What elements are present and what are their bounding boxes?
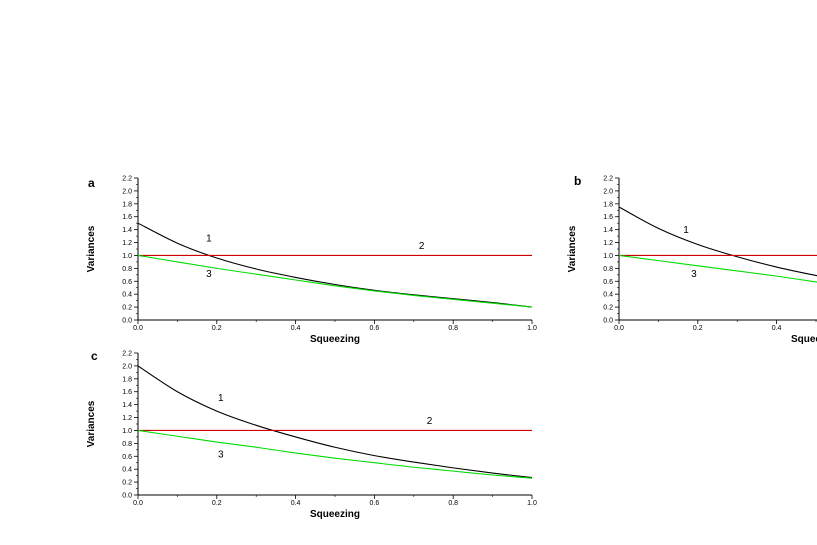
y-tick-label: 0.8 [122, 266, 132, 273]
series-line-1 [137, 222, 533, 308]
x-axis-label: Squeezing [310, 334, 360, 345]
y-tick-label: 1.0 [122, 253, 132, 260]
y-tick-label: 2.2 [603, 176, 613, 183]
series-label-1: 1 [218, 393, 224, 404]
panel-c: c 0.0 0.2 0.4 0.6 0.8 1.0 1.2 1.4 1.6 1.8 2.0 2.2 0.0… [86, 349, 537, 520]
y-tick-label: 2.0 [122, 363, 132, 370]
y-tick-label: 1.6 [122, 389, 132, 396]
y-tick-label: 1.4 [603, 227, 613, 234]
y-tick-label: 0.0 [122, 493, 132, 500]
y-tick-label: 0.6 [603, 279, 613, 286]
y-tick-label: 0.2 [122, 305, 132, 312]
y-tick-label: 0.0 [122, 318, 132, 325]
y-tick-label: 1.8 [122, 376, 132, 383]
series-line-3 [137, 254, 533, 308]
x-tick-label: 0.2 [212, 325, 222, 332]
y-tick-label: 1.2 [122, 415, 132, 422]
y-tick-label: 0.8 [603, 266, 613, 273]
y-axis-label: Variances [567, 225, 578, 272]
x-tick-label: 0.6 [370, 500, 380, 507]
x-tick-label: 0.0 [614, 325, 624, 332]
y-tick-label: 1.6 [122, 214, 132, 221]
panel-letter: b [574, 174, 581, 188]
x-tick-label: 0.2 [693, 325, 703, 332]
y-tick-label: 1.2 [603, 240, 613, 247]
y-tick-label: 1.6 [603, 214, 613, 221]
x-tick-label: 0.0 [133, 325, 143, 332]
y-tick-label: 0.4 [603, 292, 613, 299]
y-tick-label: 2.2 [122, 351, 132, 358]
y-tick-label: 1.4 [122, 402, 132, 409]
series-label-3: 3 [218, 450, 224, 461]
x-tick-label: 0.6 [370, 325, 380, 332]
y-axis-label: Variances [86, 400, 97, 447]
y-tick-label: 1.8 [122, 201, 132, 208]
y-tick-label: 1.0 [122, 428, 132, 435]
y-tick-label: 0.0 [603, 318, 613, 325]
y-tick-label: 1.0 [603, 253, 613, 260]
y-tick-label: 1.8 [603, 201, 613, 208]
x-tick-label: 0.4 [772, 325, 782, 332]
y-axis-label: Variances [86, 225, 97, 272]
y-tick-label: 0.8 [122, 441, 132, 448]
x-tick-label: 0.8 [448, 500, 458, 507]
series-label-1: 1 [206, 233, 212, 244]
series-label-1: 1 [683, 225, 689, 236]
y-tick-label: 2.0 [603, 188, 613, 195]
y-tick-label: 1.4 [122, 227, 132, 234]
x-axis-label: Squeezing [310, 509, 360, 520]
y-tick-label: 0.2 [603, 305, 613, 312]
series-line-3 [618, 254, 817, 283]
series-label-2: 2 [419, 241, 425, 252]
y-tick-label: 0.4 [122, 292, 132, 299]
y-tick-label: 0.2 [122, 480, 132, 487]
x-tick-label: 1.0 [527, 500, 537, 507]
panel-letter: c [91, 349, 98, 363]
y-tick-label: 2.0 [122, 188, 132, 195]
y-tick-label: 1.2 [122, 240, 132, 247]
series-label-3: 3 [206, 269, 212, 280]
series-line-1 [137, 365, 533, 479]
y-tick-label: 0.4 [122, 467, 132, 474]
x-tick-label: 0.4 [291, 325, 301, 332]
series-label-2: 2 [427, 416, 433, 427]
x-tick-label: 0.2 [212, 500, 222, 507]
x-tick-label: 1.0 [527, 325, 537, 332]
series-label-3: 3 [691, 269, 697, 280]
x-tick-label: 0.8 [448, 325, 458, 332]
panel-a: a 0.0 0.2 0.4 0.6 0.8 1.0 1.2 1.4 1.6 1.8 2.0 2.2 0.0… [86, 176, 537, 346]
y-tick-label: 0.6 [122, 279, 132, 286]
y-tick-label: 2.2 [122, 176, 132, 183]
x-tick-label: 0.0 [133, 500, 143, 507]
panel-letter: a [88, 176, 95, 190]
x-axis-label: Squeezing [791, 334, 817, 345]
series-line-1 [618, 206, 817, 277]
y-tick-label: 0.6 [122, 454, 132, 461]
x-tick-label: 0.4 [291, 500, 301, 507]
panel-b: b 0.0 0.2 0.4 0.6 0.8 1.0 1.2 1.4 1.6 1.8 2.0 2.2 0.0… [567, 174, 817, 345]
series-line-3 [137, 429, 533, 479]
